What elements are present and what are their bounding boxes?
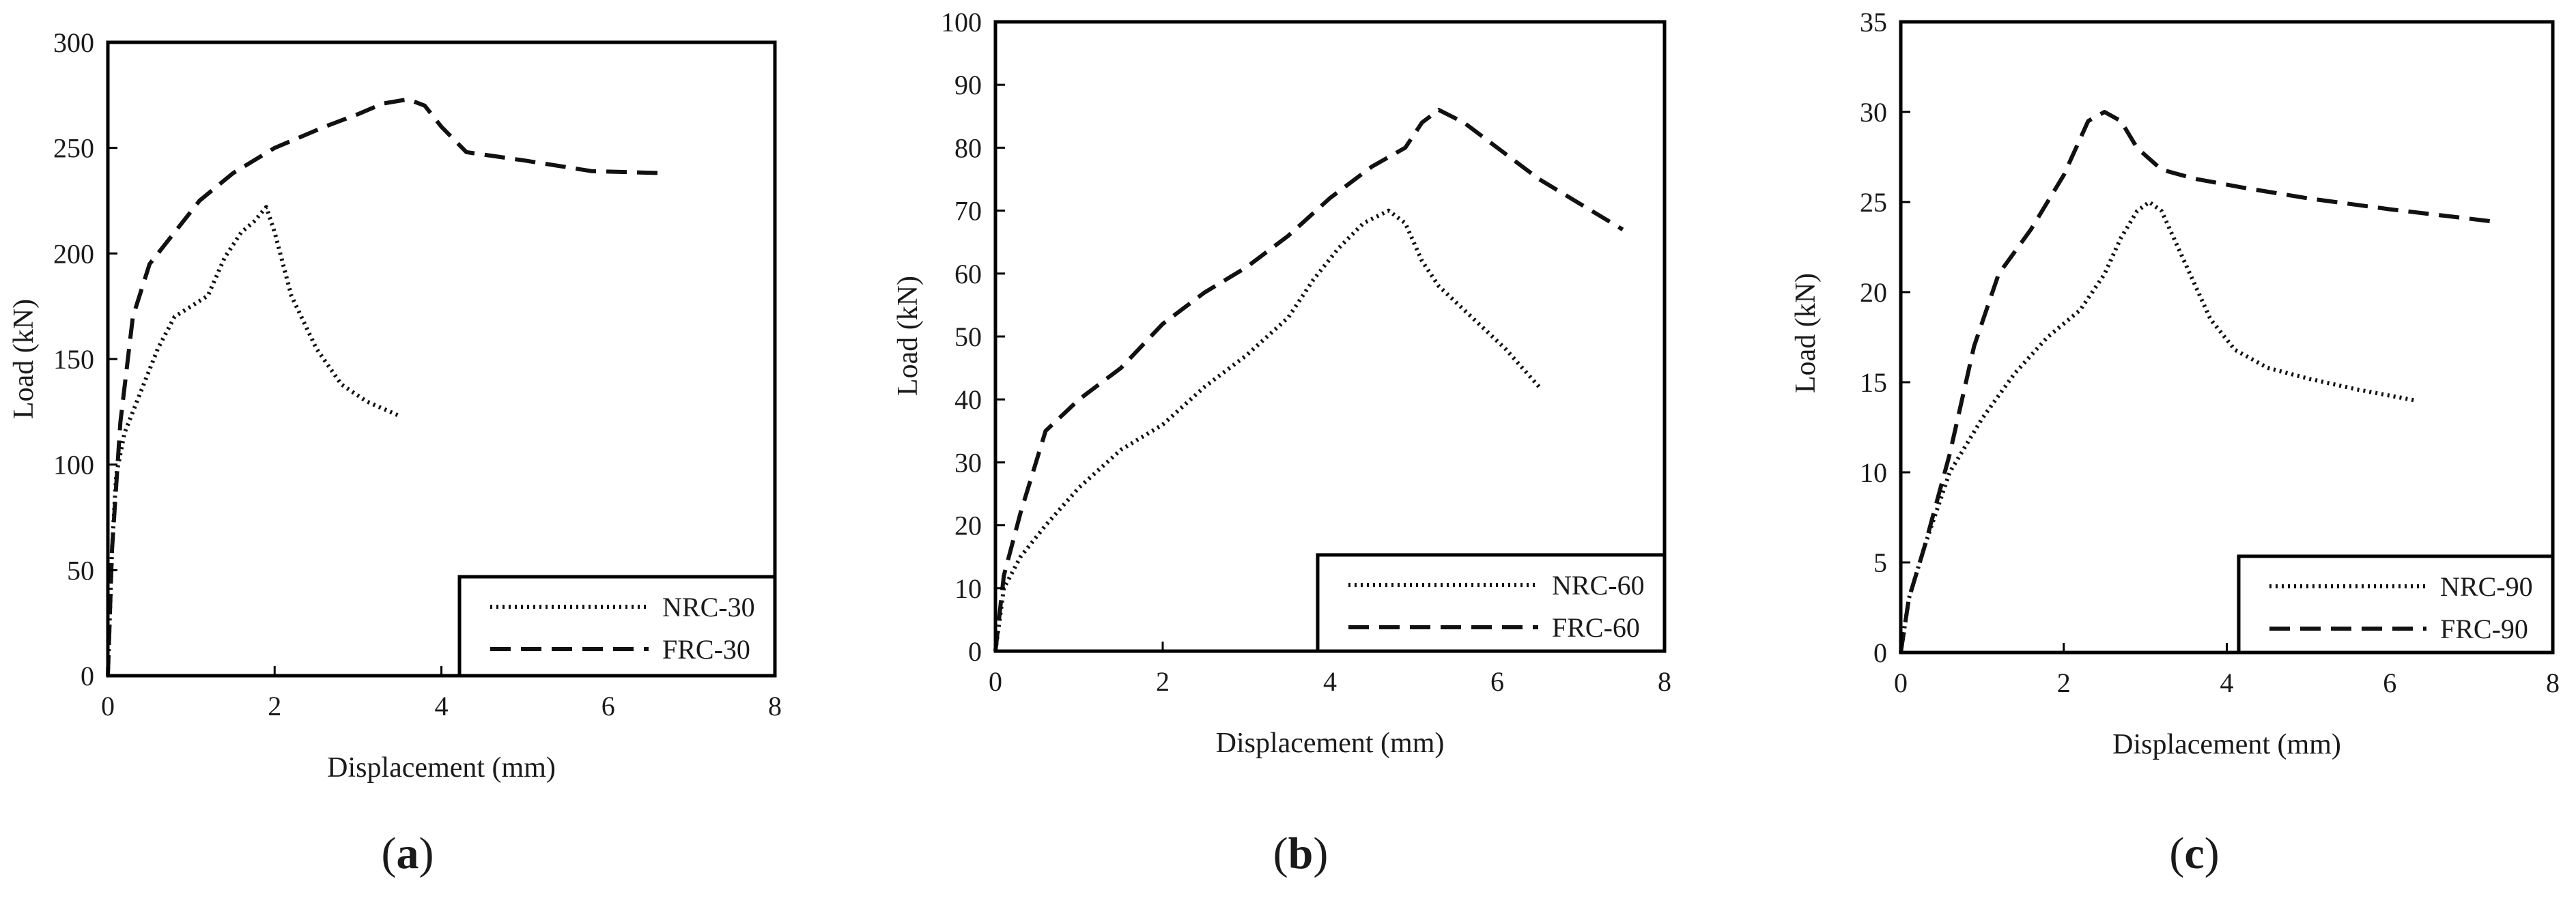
y-tick-label: 100: [941, 7, 982, 38]
panel-caption: (c): [2169, 829, 2219, 878]
legend-label-nrc-30: NRC-30: [662, 592, 755, 622]
chart-panel-a: 0 50 100 150 200 250 300 0 2 4 6 8 Displacement (mm)…: [8, 27, 782, 878]
y-tick-label: 20: [954, 511, 982, 541]
x-tick-label: 4: [1323, 666, 1337, 697]
x-tick-label: 4: [2220, 668, 2234, 698]
y-tick-label: 40: [954, 384, 982, 415]
legend-label-nrc-60: NRC-60: [1552, 570, 1645, 601]
chart-panel-b: 0 10 20 30 40 50 60 70 80 90 100 0 2 4 6 8 Displacement …: [892, 7, 1671, 878]
y-tick-label: 20: [1860, 277, 1887, 308]
y-tick-label: 80: [954, 132, 982, 163]
legend-label-frc-90: FRC-90: [2440, 614, 2528, 644]
x-tick-label: 8: [1658, 666, 1671, 697]
legend-box: [1316, 553, 1667, 653]
y-tick-label: 50: [67, 555, 94, 586]
legend-box: [457, 575, 777, 678]
series-line-frc-30: [106, 97, 667, 676]
y-tick-label: 0: [1873, 637, 1887, 668]
x-tick-label: 6: [1490, 666, 1504, 697]
legend-box: [2237, 554, 2555, 655]
x-tick-label: 6: [2383, 668, 2396, 698]
x-axis-title: Displacement (mm): [1216, 728, 1445, 759]
y-tick-label: 60: [954, 259, 982, 289]
y-tick-label: 150: [53, 344, 94, 375]
y-tick-label: 250: [53, 133, 94, 164]
series-line-nrc-30: [106, 205, 401, 676]
y-tick-label: 100: [53, 450, 94, 481]
y-tick-label: 0: [968, 636, 982, 667]
x-tick-label: 6: [601, 691, 615, 721]
legend-label-frc-60: FRC-60: [1552, 612, 1640, 643]
y-tick-label: 5: [1873, 547, 1887, 578]
x-tick-label: 2: [1156, 666, 1170, 697]
y-tick-label: 15: [1860, 367, 1887, 398]
panel-caption: (a): [382, 829, 434, 878]
y-axis-title: Load (kN): [892, 276, 924, 396]
x-tick-label: 4: [435, 691, 449, 721]
legend-label-frc-30: FRC-30: [662, 634, 750, 665]
panel-caption: (b): [1273, 829, 1329, 878]
legend-label-nrc-90: NRC-90: [2440, 571, 2533, 602]
y-axis-title: Load (kN): [8, 299, 40, 419]
series-line-nrc-90: [1899, 200, 2415, 653]
x-tick-label: 2: [2057, 668, 2071, 698]
y-tick-label: 0: [81, 661, 94, 691]
series-line-frc-90: [1899, 110, 2496, 653]
chart-panel-c: 0 5 10 15 20 25 30 35 0 2 4 6 8 Displacement (mm) Load…: [1790, 7, 2560, 878]
y-tick-label: 200: [53, 238, 94, 269]
x-axis-title: Displacement (mm): [2112, 729, 2341, 760]
x-tick-label: 0: [101, 691, 115, 721]
series-line-nrc-60: [993, 208, 1541, 652]
y-tick-label: 90: [954, 70, 982, 100]
y-tick-label: 30: [954, 447, 982, 478]
y-tick-label: 50: [954, 321, 982, 352]
x-tick-label: 8: [2546, 668, 2560, 698]
y-tick-label: 30: [1860, 97, 1887, 128]
x-tick-label: 0: [1894, 668, 1908, 698]
series-line-frc-60: [993, 108, 1624, 652]
y-tick-label: 35: [1860, 7, 1887, 38]
y-tick-label: 10: [954, 573, 982, 604]
y-tick-label: 10: [1860, 457, 1887, 488]
x-tick-label: 2: [268, 691, 281, 721]
x-tick-label: 0: [989, 666, 1002, 697]
y-tick-label: 70: [954, 196, 982, 227]
legend: NRC-90 FRC-90: [2237, 554, 2555, 655]
y-tick-label: 300: [53, 27, 94, 58]
legend: NRC-60 FRC-60: [1316, 553, 1667, 653]
y-tick-label: 25: [1860, 187, 1887, 218]
y-axis-title: Load (kN): [1790, 273, 1822, 393]
x-axis-title: Displacement (mm): [327, 752, 556, 784]
legend: NRC-30 FRC-30: [457, 575, 777, 678]
x-tick-label: 8: [768, 691, 782, 721]
